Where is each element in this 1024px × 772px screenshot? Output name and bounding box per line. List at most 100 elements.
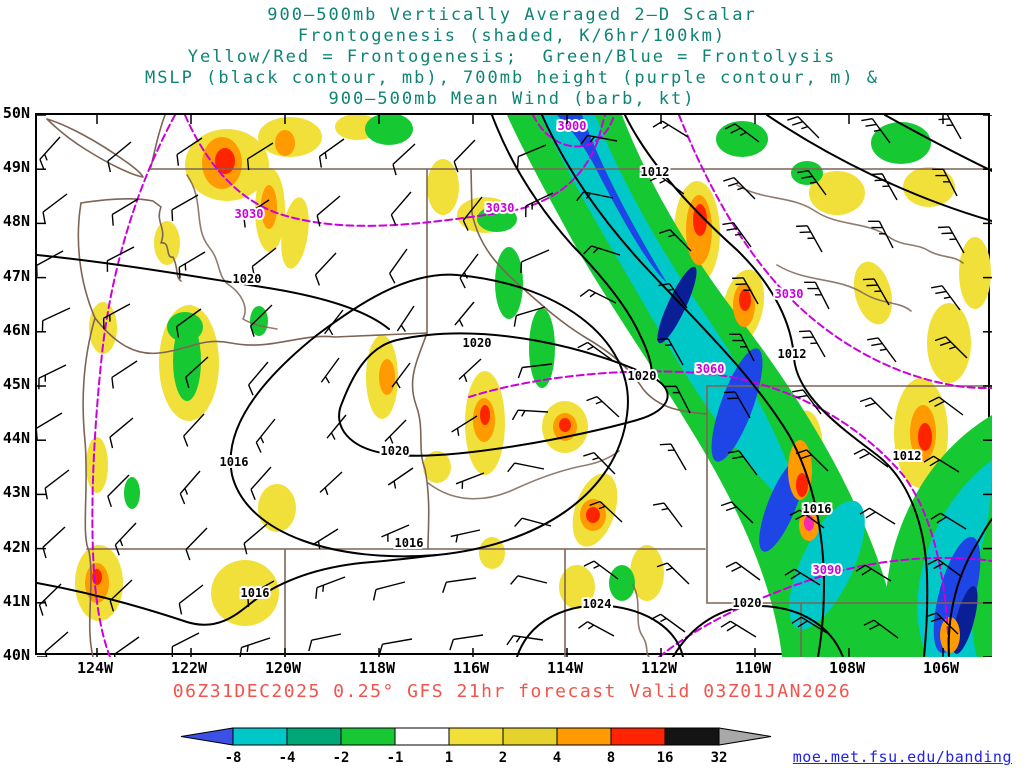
mslp-contour-label: 1020 xyxy=(381,444,410,458)
lon-tick-label: 106W xyxy=(922,659,960,677)
mslp-contour-label: 1016 xyxy=(803,502,832,516)
lon-tick-label: 112W xyxy=(640,659,678,677)
wind-barb xyxy=(37,136,69,171)
lat-tick-label: 46N xyxy=(2,320,30,339)
wind-barb xyxy=(111,522,144,557)
wind-barb xyxy=(105,417,141,449)
wind-barb xyxy=(725,558,761,589)
mslp-contour-label: 1016 xyxy=(241,586,270,600)
colorbar-tick-label: 2 xyxy=(499,750,507,766)
colorbar-legend: -8 -4 -2 -1 1 2 4 8 16 32 xyxy=(180,727,772,766)
wind-barb xyxy=(107,360,144,390)
lat-tick-label: 50N xyxy=(2,104,30,122)
wind-barb xyxy=(511,409,549,423)
wind-barb xyxy=(319,471,348,499)
wind-barb xyxy=(174,584,210,616)
wind-barb xyxy=(40,631,76,657)
height-contour-label: 3060 xyxy=(696,362,725,376)
lon-tick-label: 114W xyxy=(546,659,584,677)
map-frame: 1012 1020 1020 1020 1012 1020 1016 1012 1016 1016… xyxy=(35,113,992,657)
colorbar-tick-label: -4 xyxy=(279,750,296,766)
wind-barb xyxy=(387,191,420,226)
wind-barb xyxy=(314,138,351,169)
colorbar-segment xyxy=(556,727,612,746)
colorbar-segment xyxy=(610,727,666,746)
colorbar-tick-label: 16 xyxy=(657,750,674,766)
wind-barb xyxy=(37,412,68,441)
colorbar-segment xyxy=(502,727,558,746)
wind-barb xyxy=(236,637,274,657)
colorbar-tick-label: 32 xyxy=(711,750,728,766)
wind-barb xyxy=(396,305,421,336)
wind-barb xyxy=(867,216,894,254)
mslp-contour-label: 1020 xyxy=(628,369,657,383)
lon-tick-label: 108W xyxy=(828,659,866,677)
wind-barb xyxy=(722,173,756,207)
wind-barb xyxy=(937,221,965,259)
colorbar-segment xyxy=(448,727,504,746)
wind-barb xyxy=(659,438,687,476)
wind-barb xyxy=(516,249,554,274)
wind-barb xyxy=(311,252,345,287)
wind-barb xyxy=(306,633,344,652)
wind-barb xyxy=(786,115,820,146)
colorbar-tick-label: -8 xyxy=(225,750,242,766)
wind-barb xyxy=(934,115,962,145)
mslp-contour-label: 1012 xyxy=(893,449,922,463)
wind-barb xyxy=(320,357,346,388)
mslp-contour-label: 1020 xyxy=(463,336,492,350)
chart-title: 900–500mb Vertically Averaged 2–D Scalar… xyxy=(0,5,1024,110)
wind-barb xyxy=(109,636,146,657)
mslp-contour-label: 1016 xyxy=(395,536,424,550)
lon-tick-label: 120W xyxy=(264,659,302,677)
wind-barb xyxy=(449,529,483,544)
wind-barb xyxy=(447,634,486,651)
lat-tick-label: 47N xyxy=(2,266,30,285)
colorbar-tick-label: -2 xyxy=(333,750,350,766)
colorbar-tick-label: 4 xyxy=(553,750,561,766)
wind-barb xyxy=(440,577,479,594)
height-contour-label: 3030 xyxy=(235,207,264,221)
credit-link[interactable]: moe.met.fsu.edu/banding xyxy=(792,748,1012,766)
wind-barb xyxy=(456,253,487,289)
mslp-contour-label: 1020 xyxy=(233,272,262,286)
wind-barb xyxy=(506,634,544,651)
lat-tick-label: 42N xyxy=(2,537,30,556)
700mb-height-contours xyxy=(91,115,992,657)
wind-barb xyxy=(181,527,215,561)
wind-barb xyxy=(513,516,552,537)
wind-barb xyxy=(795,220,823,258)
colorbar-below-arrow xyxy=(180,727,234,746)
colorbar-segment xyxy=(286,727,342,746)
lon-tick-label: 110W xyxy=(734,659,772,677)
mslp-contour-label: 1012 xyxy=(778,347,807,361)
latitude-axis: 50N 49N 48N 47N 46N 45N 44N 43N 42N 41N 40N xyxy=(0,0,33,768)
wind-barb xyxy=(174,251,211,280)
wind-barb xyxy=(577,618,615,646)
wind-barb xyxy=(454,301,481,331)
wind-barb xyxy=(384,419,412,447)
lon-tick-label: 124W xyxy=(76,659,114,677)
lat-tick-label: 49N xyxy=(2,158,30,177)
wind-barb xyxy=(859,393,893,427)
wind-barb xyxy=(176,470,209,505)
contour-labels: 1012 1020 1020 1020 1012 1020 1016 1012 1016 1016… xyxy=(218,117,924,613)
lat-tick-label: 43N xyxy=(2,483,30,502)
lat-tick-label: 44N xyxy=(2,429,30,448)
title-line-5: 900–500mb Mean Wind (barb, kt) xyxy=(328,89,696,109)
height-contour-label: 3030 xyxy=(775,287,804,301)
mslp-contour-label: 1016 xyxy=(220,455,249,469)
wind-barb xyxy=(252,418,284,454)
lon-tick-label: 116W xyxy=(452,659,490,677)
wind-barb xyxy=(370,581,409,602)
height-contour-label: 3090 xyxy=(813,563,842,577)
colorbar-tick-label: 1 xyxy=(445,750,453,766)
axis-ticks xyxy=(37,115,992,657)
wind-barb xyxy=(652,117,689,147)
colorbar-segment xyxy=(394,727,450,746)
colorbar-segment xyxy=(340,727,396,746)
lon-tick-label: 118W xyxy=(358,659,396,677)
wind-barb xyxy=(652,498,683,534)
colorbar-tick-label: 8 xyxy=(607,750,615,766)
